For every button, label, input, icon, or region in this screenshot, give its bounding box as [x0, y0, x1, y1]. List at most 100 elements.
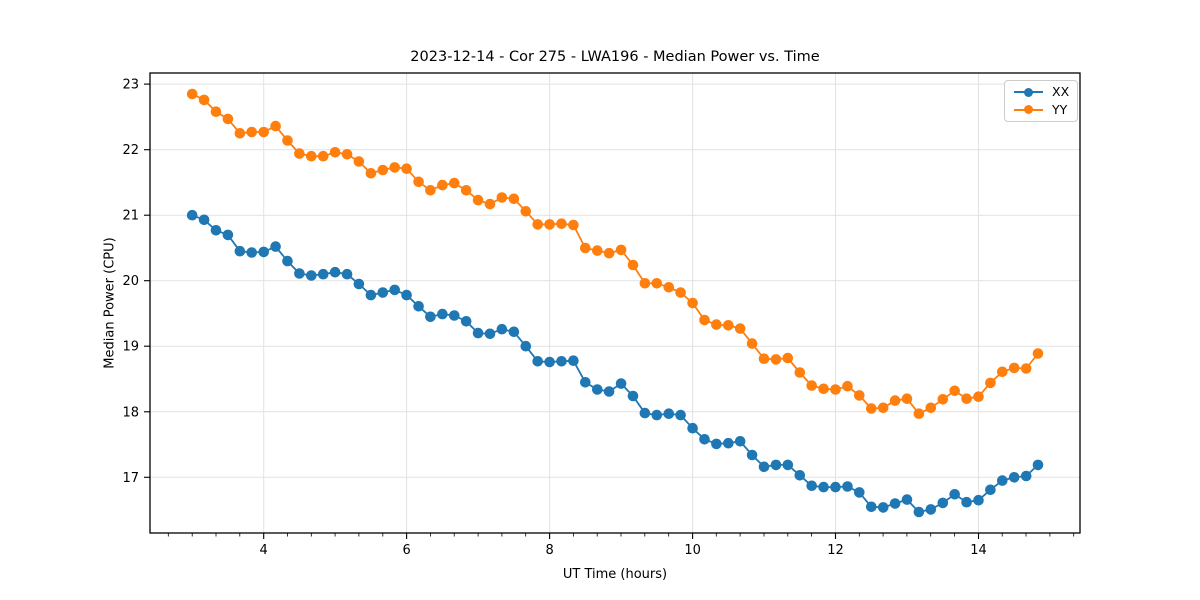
data-point — [639, 278, 651, 289]
data-point — [413, 176, 424, 188]
data-point — [746, 449, 758, 461]
data-point — [282, 135, 293, 146]
data-point — [568, 355, 579, 367]
data-point — [734, 323, 746, 334]
data-point — [711, 438, 722, 450]
data-point — [365, 289, 377, 301]
data-point — [889, 395, 901, 406]
data-point — [389, 162, 401, 173]
x-tick-label: 6 — [402, 543, 410, 558]
legend: XX YY — [1004, 80, 1078, 122]
data-point — [425, 311, 436, 323]
x-tick-label: 4 — [260, 543, 268, 558]
y-axis-ticks: 17 18 19 20 21 22 23 — [122, 78, 150, 486]
data-point — [794, 367, 806, 378]
data-point — [913, 408, 925, 420]
data-point — [210, 225, 222, 236]
data-point — [580, 242, 591, 254]
data-point — [806, 480, 817, 492]
data-point — [317, 150, 329, 162]
data-point — [1008, 472, 1020, 483]
data-point — [603, 247, 615, 259]
legend-label-yy: YY — [1052, 101, 1068, 117]
data-point — [520, 340, 532, 352]
data-point — [877, 502, 889, 513]
data-point — [484, 328, 496, 340]
series-yy — [186, 88, 1044, 420]
data-point — [675, 409, 686, 421]
data-point — [675, 287, 686, 298]
y-tick-label: 20 — [122, 274, 139, 289]
data-point — [401, 163, 412, 174]
data-point — [460, 316, 472, 327]
data-point — [663, 282, 675, 293]
data-point — [782, 352, 794, 364]
data-point — [651, 278, 663, 289]
data-point — [306, 150, 317, 162]
data-point — [818, 481, 829, 493]
data-point — [341, 268, 353, 280]
data-point — [961, 496, 972, 508]
y-tick-label: 21 — [122, 209, 139, 224]
data-point — [425, 185, 436, 196]
x-tick-label: 12 — [827, 543, 844, 558]
data-point — [306, 270, 317, 281]
data-point — [603, 386, 615, 397]
data-point — [413, 301, 424, 312]
data-point — [186, 88, 198, 100]
x-tick-label: 10 — [684, 543, 701, 558]
data-point — [794, 470, 806, 481]
data-point — [496, 323, 508, 335]
data-point — [532, 356, 543, 367]
data-point — [973, 391, 984, 403]
y-tick-label: 22 — [122, 143, 139, 158]
data-point — [818, 383, 829, 395]
x-tick-label: 14 — [970, 543, 987, 558]
data-point — [472, 327, 484, 339]
data-point — [389, 284, 401, 296]
data-point — [353, 156, 365, 167]
data-point — [532, 219, 543, 230]
data-point — [627, 259, 639, 271]
data-point — [770, 354, 782, 365]
data-point — [544, 356, 555, 368]
data-point — [913, 506, 925, 518]
data-point — [734, 436, 746, 447]
data-point — [830, 384, 841, 395]
axes-spines — [149, 72, 1081, 534]
data-point — [592, 245, 603, 256]
data-point — [842, 481, 853, 492]
data-point — [758, 353, 770, 365]
data-point — [508, 326, 520, 338]
data-point — [949, 385, 960, 397]
data-point — [449, 177, 460, 189]
series-line — [191, 93, 1039, 415]
data-point — [437, 308, 448, 320]
data-point — [329, 266, 341, 278]
data-point — [484, 198, 496, 210]
data-point — [961, 393, 972, 405]
data-point — [889, 498, 901, 509]
data-point — [925, 402, 937, 414]
data-point — [508, 193, 520, 205]
data-point — [639, 407, 651, 419]
data-point — [854, 390, 865, 401]
data-point — [449, 310, 460, 321]
legend-item-yy: YY — [1014, 101, 1068, 117]
data-point — [806, 380, 817, 391]
x-axis-label: UT Time (hours) — [562, 567, 668, 582]
data-point — [520, 206, 532, 217]
data-point — [687, 422, 698, 434]
series-line — [191, 214, 1039, 513]
y-tick-label: 19 — [122, 340, 139, 355]
data-point — [866, 501, 877, 513]
data-point — [937, 394, 949, 405]
data-point — [1008, 362, 1020, 374]
data-point — [1032, 459, 1044, 471]
data-point — [985, 484, 996, 496]
legend-item-xx: XX — [1014, 85, 1069, 99]
data-point — [782, 459, 794, 471]
data-point — [770, 459, 782, 471]
